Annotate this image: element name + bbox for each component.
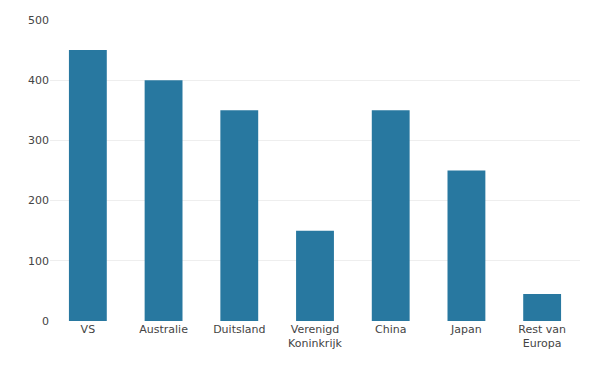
svg-text:VS: VS (81, 323, 96, 336)
svg-text:VerenigdKoninkrijk: VerenigdKoninkrijk (288, 323, 342, 350)
svg-text:China: China (375, 323, 406, 336)
svg-text:Duitsland: Duitsland (213, 323, 265, 336)
svg-text:0: 0 (42, 315, 49, 328)
svg-text:Japan: Japan (450, 323, 482, 336)
svg-text:Australie: Australie (139, 323, 188, 336)
svg-text:400: 400 (28, 74, 49, 87)
svg-text:200: 200 (28, 194, 49, 207)
svg-text:300: 300 (28, 134, 49, 147)
svg-text:500: 500 (28, 14, 49, 27)
svg-text:100: 100 (28, 255, 49, 268)
svg-text:Rest vanEuropa: Rest vanEuropa (518, 323, 566, 350)
